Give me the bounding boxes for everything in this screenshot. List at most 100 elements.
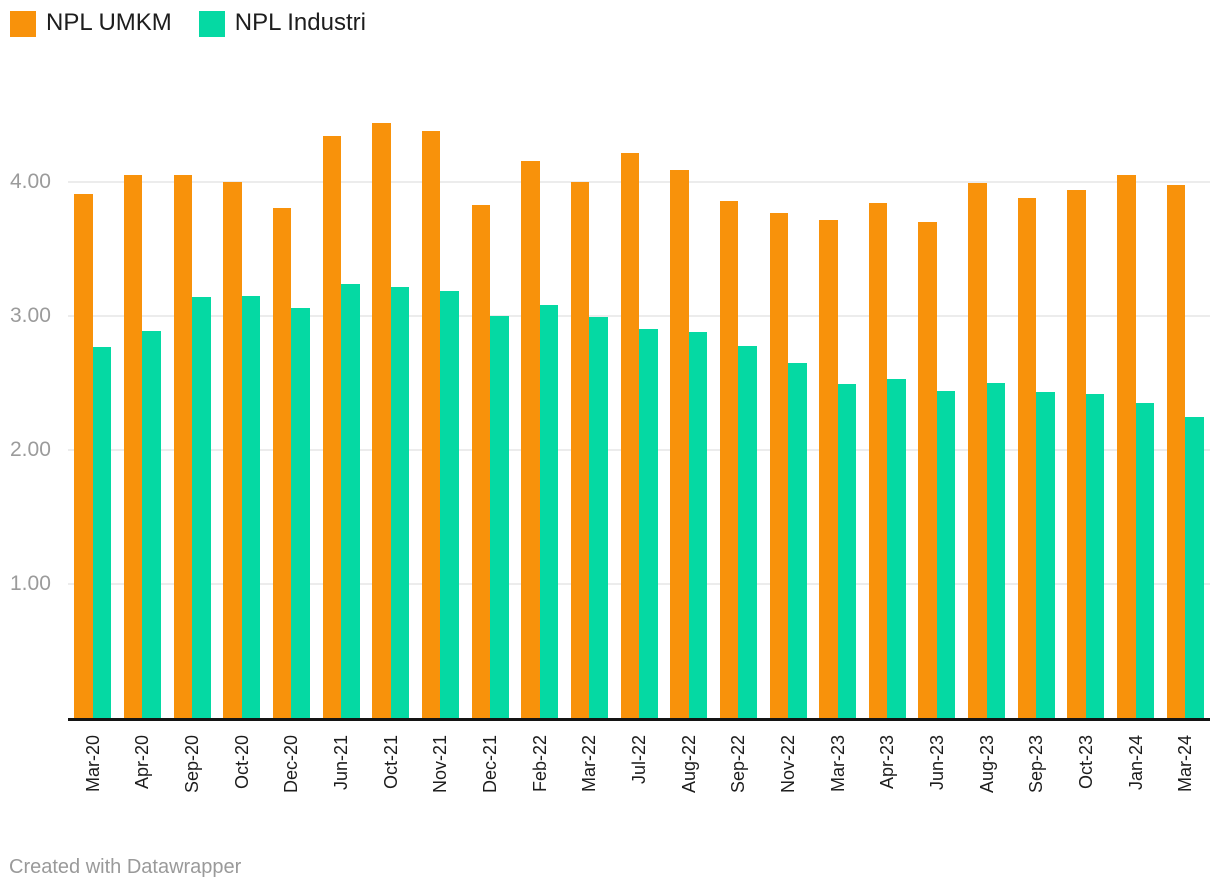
bar-npl-umkm-aug-23: [968, 183, 987, 718]
x-tick-jun-23: Jun-23: [912, 721, 962, 833]
x-tick-jul-22: Jul-22: [614, 721, 664, 833]
bar-group-sep-20: [167, 100, 217, 718]
x-tick-label: Dec-20: [281, 735, 302, 794]
x-tick-oct-20: Oct-20: [217, 721, 267, 833]
x-tick-label: Sep-23: [1026, 735, 1047, 794]
x-tick-aug-22: Aug-22: [664, 721, 714, 833]
bar-npl-umkm-dec-20: [272, 207, 292, 718]
x-tick-label: Jun-21: [331, 735, 352, 791]
bar-npl-umkm-mar-20: [74, 194, 93, 718]
legend-item-npl-umkm: NPL UMKM: [10, 11, 172, 37]
legend-item-npl-industri: NPL Industri: [198, 9, 366, 37]
bar-group-jun-23: [912, 100, 962, 718]
bar-npl-industri-sep-22: [738, 345, 757, 718]
x-tick-nov-22: Nov-22: [763, 721, 813, 833]
y-tick-label-3.00: 3.00: [10, 304, 51, 327]
bar-group-apr-20: [118, 100, 168, 718]
y-tick-label-2.00: 2.00: [10, 438, 51, 461]
x-tick-label: Mar-24: [1175, 735, 1196, 793]
bar-group-nov-22: [763, 100, 813, 718]
x-tick-feb-22: Feb-22: [515, 721, 565, 833]
bar-npl-umkm-jul-22: [620, 152, 640, 718]
bar-npl-umkm-sep-22: [719, 200, 739, 718]
bar-group-apr-23: [863, 100, 913, 718]
x-axis-labels: Mar-20 Apr-20 Sep-20 Oct-20 Dec-20 Jun-21 Oct-…: [68, 721, 1210, 833]
bar-npl-umkm-sep-23: [1017, 198, 1037, 718]
x-tick-oct-21: Oct-21: [366, 721, 416, 833]
x-tick-label: Jul-22: [629, 735, 650, 785]
bar-npl-industri-sep-20: [192, 297, 211, 718]
bar-group-aug-23: [962, 100, 1012, 718]
bar-npl-industri-oct-20: [241, 295, 261, 718]
bar-npl-umkm-jan-24: [1117, 175, 1136, 718]
legend-label: NPL UMKM: [46, 9, 172, 36]
bar-npl-industri-feb-22: [539, 305, 559, 718]
bar-npl-industri-dec-20: [291, 308, 310, 718]
x-tick-label: Apr-23: [877, 735, 898, 790]
x-tick-aug-23: Aug-23: [962, 721, 1012, 833]
bar-npl-umkm-jun-23: [918, 222, 937, 718]
x-tick-apr-20: Apr-20: [118, 721, 168, 833]
x-tick-label: Sep-22: [728, 735, 749, 794]
x-tick-mar-23: Mar-23: [813, 721, 863, 833]
bar-npl-umkm-dec-21: [471, 204, 491, 718]
x-tick-nov-21: Nov-21: [416, 721, 466, 833]
bar-npl-umkm-aug-22: [670, 169, 689, 718]
bar-group-jul-22: [614, 100, 664, 718]
x-tick-label: Nov-22: [778, 735, 799, 794]
x-tick-mar-22: Mar-22: [565, 721, 615, 833]
x-tick-label: Mar-23: [827, 735, 848, 793]
legend-label: NPL Industri: [234, 9, 366, 36]
bar-npl-industri-jun-23: [936, 391, 956, 718]
x-tick-sep-22: Sep-22: [714, 721, 764, 833]
bar-group-jan-24: [1111, 100, 1161, 718]
legend-swatch-npl-umkm: [10, 11, 36, 37]
x-tick-label: Sep-20: [182, 735, 203, 794]
x-tick-jun-21: Jun-21: [316, 721, 366, 833]
bar-npl-industri-nov-22: [788, 362, 807, 718]
bar-npl-umkm-oct-20: [223, 182, 242, 718]
bar-npl-industri-sep-23: [1036, 392, 1055, 718]
bar-group-oct-20: [217, 100, 267, 718]
x-tick-label: Aug-22: [678, 735, 699, 794]
bar-npl-umkm-mar-23: [819, 219, 838, 718]
bar-npl-umkm-oct-21: [372, 123, 391, 718]
bar-npl-industri-aug-23: [986, 383, 1006, 718]
bar-group-mar-23: [813, 100, 863, 718]
bar-npl-industri-dec-21: [490, 316, 509, 718]
bar-npl-industri-mar-24: [1185, 416, 1204, 718]
x-tick-jan-24: Jan-24: [1111, 721, 1161, 833]
x-tick-label: Mar-20: [82, 735, 103, 793]
bar-npl-industri-aug-22: [688, 332, 708, 718]
bar-npl-industri-mar-20: [92, 346, 112, 718]
bar-group-aug-22: [664, 100, 714, 718]
bar-npl-umkm-nov-21: [421, 131, 441, 718]
bar-npl-industri-nov-21: [440, 290, 459, 718]
bar-npl-umkm-feb-22: [521, 160, 540, 718]
bar-npl-umkm-nov-22: [769, 212, 789, 718]
x-tick-dec-20: Dec-20: [267, 721, 317, 833]
bar-npl-industri-jul-22: [639, 329, 658, 718]
x-tick-label: Aug-23: [976, 735, 997, 794]
bar-npl-industri-oct-21: [390, 286, 410, 718]
bar-npl-industri-apr-23: [887, 379, 906, 718]
bar-group-mar-24: [1160, 100, 1210, 718]
bar-npl-industri-oct-23: [1085, 393, 1105, 718]
x-tick-sep-23: Sep-23: [1011, 721, 1061, 833]
x-tick-mar-20: Mar-20: [68, 721, 118, 833]
x-tick-label: Nov-21: [430, 735, 451, 794]
bar-group-dec-21: [465, 100, 515, 718]
x-tick-label: Oct-21: [380, 735, 401, 790]
y-tick-label-1.00: 1.00: [10, 572, 51, 595]
bar-group-mar-22: [565, 100, 615, 718]
bar-npl-umkm-apr-20: [123, 175, 143, 718]
legend: NPL UMKM NPL Industri: [10, 11, 366, 37]
x-tick-label: Oct-20: [231, 735, 252, 790]
x-tick-apr-23: Apr-23: [863, 721, 913, 833]
bar-npl-industri-jun-21: [341, 283, 360, 718]
bar-npl-industri-jan-24: [1135, 403, 1155, 718]
bar-npl-umkm-mar-24: [1166, 184, 1186, 718]
bar-npl-industri-mar-22: [589, 317, 608, 718]
bar-npl-industri-mar-23: [837, 384, 857, 718]
